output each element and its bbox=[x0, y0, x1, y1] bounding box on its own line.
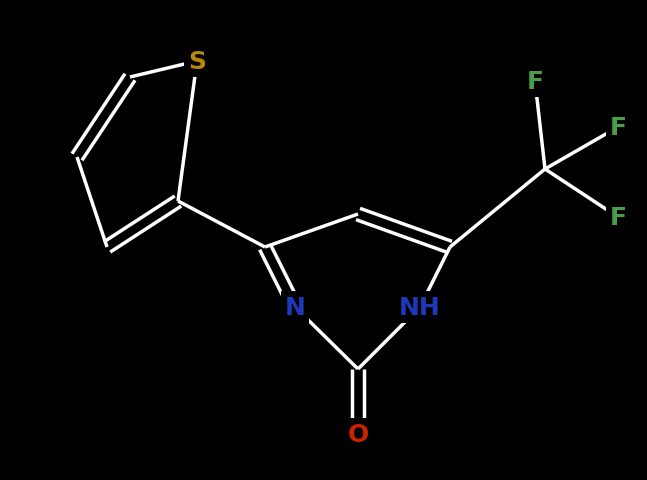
Text: O: O bbox=[347, 422, 369, 446]
Text: NH: NH bbox=[399, 295, 441, 319]
Text: F: F bbox=[527, 70, 543, 94]
Text: F: F bbox=[609, 116, 626, 140]
Text: F: F bbox=[609, 205, 626, 229]
Text: N: N bbox=[285, 295, 305, 319]
Text: S: S bbox=[188, 50, 206, 74]
